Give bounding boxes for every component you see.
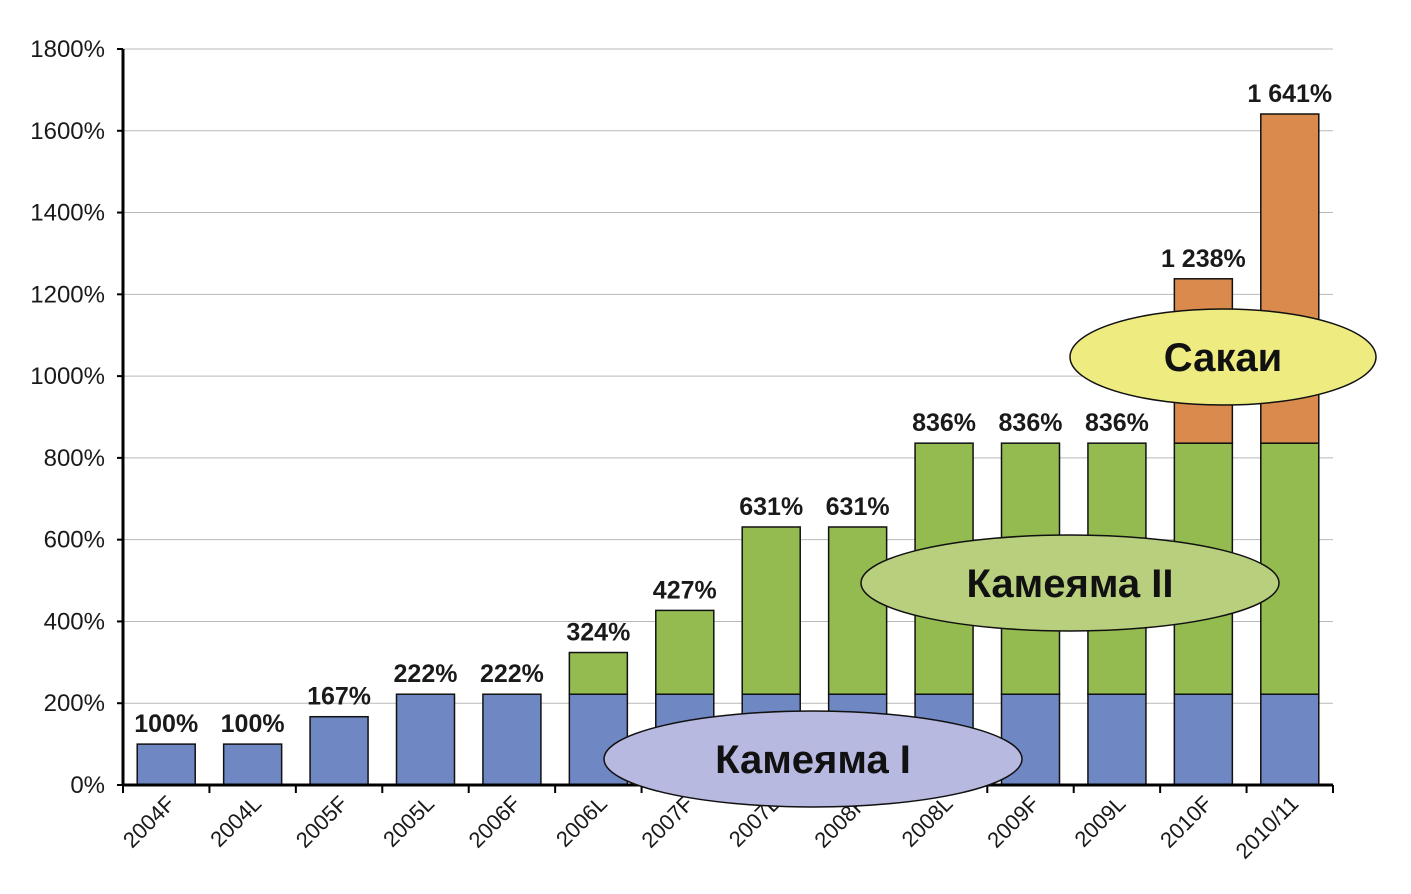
- bar-total-label: 427%: [653, 576, 717, 604]
- y-tick-label: 1400%: [30, 200, 105, 227]
- bar-segment-kameyama2: [741, 526, 801, 695]
- bar-total-label: 100%: [134, 710, 198, 738]
- bar-total-label: 222%: [394, 660, 458, 688]
- y-tick-label: 400%: [44, 608, 105, 635]
- x-tick-label: 2004F: [118, 791, 180, 853]
- x-tick-label: 2005F: [291, 791, 353, 853]
- x-tick-label: 2004L: [205, 791, 266, 852]
- axes: [117, 48, 1334, 793]
- bar-segment-kameyama2: [655, 609, 715, 695]
- bar-total-label: 167%: [307, 683, 371, 711]
- x-tick-label: 2009F: [982, 791, 1044, 853]
- bar-segment-kameyama1: [1260, 693, 1320, 786]
- x-tick-label: 2006L: [551, 791, 612, 852]
- y-tick-label: 200%: [44, 690, 105, 717]
- x-tick-label: 2009L: [1070, 791, 1131, 852]
- bar-segment-kameyama1: [1087, 693, 1147, 786]
- bar-total-label: 836%: [1085, 409, 1149, 437]
- bar-segment-kameyama2: [568, 651, 629, 695]
- bar-segment-kameyama1: [482, 693, 542, 786]
- y-tick-label: 800%: [44, 445, 105, 472]
- y-tick-label: 1600%: [30, 118, 105, 145]
- y-tick-label: 1800%: [30, 36, 105, 63]
- annotation-ellipse: [603, 710, 1023, 808]
- bar-segment-kameyama2: [827, 526, 888, 695]
- annotation-ellipse: [860, 534, 1280, 632]
- bar-total-label: 836%: [999, 409, 1063, 437]
- x-tick-label: 2010F: [1155, 791, 1217, 853]
- bar-segment-kameyama1: [222, 743, 283, 786]
- bar-total-label: 631%: [739, 493, 803, 521]
- y-tick-label: 600%: [44, 527, 105, 554]
- bar-total-label: 1 238%: [1161, 245, 1246, 273]
- bar-total-label: 100%: [221, 710, 285, 738]
- annotation-label: Камеяма I: [715, 738, 911, 782]
- annotation-ellipse: [1069, 308, 1377, 406]
- y-tick-label: 0%: [70, 772, 105, 799]
- x-tick-label: 2006F: [464, 791, 526, 853]
- annotation-label: Сакаи: [1164, 336, 1282, 380]
- x-tick-label: 2010/11: [1231, 791, 1304, 864]
- bar-total-label: 1 641%: [1247, 80, 1332, 108]
- bar-segment-kameyama1: [395, 693, 456, 786]
- bar-total-label: 222%: [480, 660, 544, 688]
- bar-segment-kameyama1: [309, 715, 369, 786]
- bar-total-label: 324%: [566, 619, 630, 647]
- y-tick-labels: 0% 200% 400% 600% 800% 1000% 1200% 1400% 1600% 18…: [30, 36, 105, 799]
- x-tick-labels: 2004F 2004L 2005F 2005L 2006F 2006L 2007F 2007L…: [118, 791, 1303, 864]
- bar-segment-kameyama1: [136, 743, 196, 786]
- y-tick-label: 1000%: [30, 363, 105, 390]
- x-tick-label: 2007F: [637, 791, 699, 853]
- annotations: Камеяма I Камеяма II Сакаи: [603, 308, 1377, 808]
- bar-total-label: 631%: [826, 493, 890, 521]
- y-tick-label: 1200%: [30, 281, 105, 308]
- bar-total-label: 836%: [912, 409, 976, 437]
- bar-segment-kameyama1: [1173, 693, 1234, 786]
- grid-lines: [123, 48, 1333, 704]
- annotation-label: Камеяма II: [967, 562, 1174, 606]
- x-tick-label: 2005L: [378, 791, 439, 852]
- total-labels: 100% 100% 167% 222% 222% 324% 427% 631% 631% 836%…: [134, 80, 1332, 738]
